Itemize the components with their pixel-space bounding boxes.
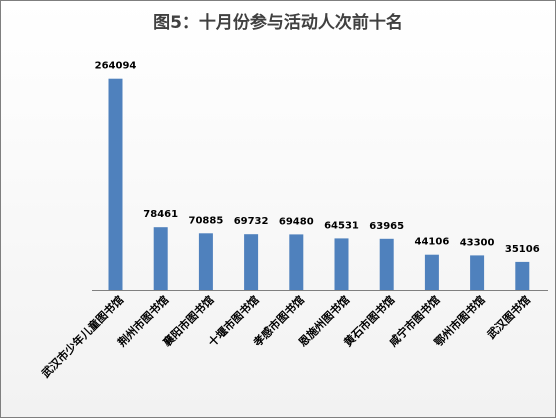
chart-title: 图5：十月份参与活动人次前十名 xyxy=(153,13,403,33)
bar-2 xyxy=(153,227,168,290)
data-label-2: 78461 xyxy=(143,209,178,220)
plot-area: 264094武汉市少年儿童图书馆78461荆州市图书馆70885襄阳市图书馆69… xyxy=(38,61,548,381)
data-label-1: 264094 xyxy=(95,61,137,72)
data-label-8: 44106 xyxy=(415,237,450,248)
data-label-4: 69732 xyxy=(234,216,269,227)
data-label-10: 35106 xyxy=(505,244,540,255)
category-label-1: 武汉市少年儿童图书馆 xyxy=(38,293,126,381)
bar-10 xyxy=(515,261,530,290)
data-label-7: 63965 xyxy=(369,221,404,232)
bar-9 xyxy=(470,255,485,290)
bar-8 xyxy=(424,254,439,290)
data-label-9: 43300 xyxy=(460,237,495,248)
bar-7 xyxy=(379,238,394,290)
bar-6 xyxy=(334,238,349,290)
data-label-3: 70885 xyxy=(189,215,224,226)
data-label-5: 69480 xyxy=(279,216,314,227)
bar-3 xyxy=(198,233,213,290)
bar-1 xyxy=(108,78,123,290)
bar-5 xyxy=(289,234,304,290)
bar-4 xyxy=(244,234,259,290)
category-label-10: 武汉图书馆 xyxy=(484,293,533,342)
data-label-6: 64531 xyxy=(324,220,359,231)
